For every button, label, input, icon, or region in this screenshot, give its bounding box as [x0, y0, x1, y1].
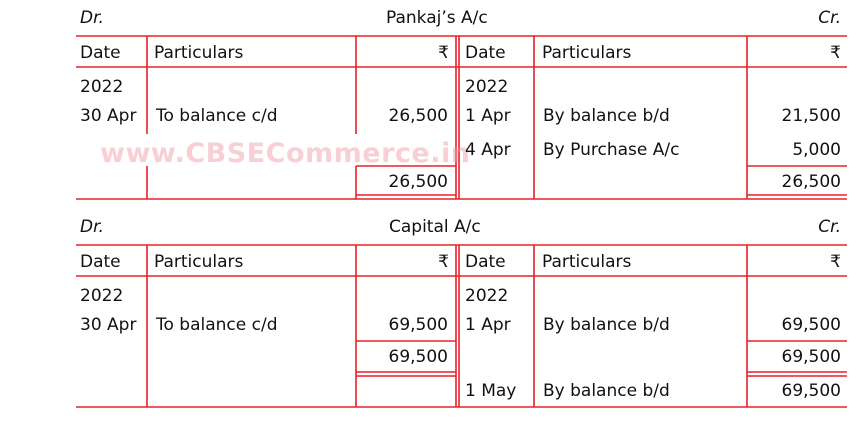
header-amount: ₹: [438, 43, 449, 63]
header-date: Date: [465, 43, 506, 63]
credit-date: 4 Apr: [465, 140, 511, 160]
header-particulars: Particulars: [542, 252, 632, 272]
credit-date: 2022: [465, 286, 509, 306]
debit-date: 2022: [80, 77, 124, 97]
debit-total: 69,500: [388, 347, 448, 367]
credit-amount: 21,500: [781, 106, 841, 126]
credit-total: 26,500: [781, 172, 841, 192]
credit-amount: 5,000: [792, 140, 841, 160]
debit-date: 30 Apr: [80, 106, 137, 126]
header-particulars: Particulars: [154, 43, 244, 63]
debit-particulars: To balance c/d: [156, 106, 278, 126]
debit-total: 26,500: [388, 172, 448, 192]
credit-amount: 69,500: [781, 381, 841, 401]
credit-particulars: By balance b/d: [543, 381, 670, 401]
header-date: Date: [80, 252, 121, 272]
header-amount: ₹: [438, 252, 449, 272]
header-date: Date: [465, 252, 506, 272]
cr-label: Cr.: [818, 217, 841, 237]
debit-date: 30 Apr: [80, 315, 137, 335]
cr-label: Cr.: [818, 8, 841, 28]
account-title: Pankaj’s A/c: [386, 8, 488, 28]
account-title: Capital A/c: [389, 217, 481, 237]
credit-amount: 69,500: [781, 315, 841, 335]
header-particulars: Particulars: [542, 43, 632, 63]
credit-particulars: By Purchase A/c: [543, 140, 680, 160]
header-amount: ₹: [830, 43, 841, 63]
header-particulars: Particulars: [154, 252, 244, 272]
debit-amount: 69,500: [388, 315, 448, 335]
watermark: www.CBSECommerce.in: [100, 138, 471, 169]
debit-amount: 26,500: [388, 106, 448, 126]
credit-particulars: By balance b/d: [543, 315, 670, 335]
debit-particulars: To balance c/d: [156, 315, 278, 335]
credit-date: 2022: [465, 77, 509, 97]
header-date: Date: [80, 43, 121, 63]
debit-date: 2022: [80, 286, 124, 306]
dr-label: Dr.: [80, 217, 104, 237]
header-amount: ₹: [830, 252, 841, 272]
credit-total: 69,500: [781, 347, 841, 367]
credit-date: 1 Apr: [465, 315, 511, 335]
credit-date: 1 May: [465, 381, 517, 401]
credit-particulars: By balance b/d: [543, 106, 670, 126]
credit-date: 1 Apr: [465, 106, 511, 126]
dr-label: Dr.: [80, 8, 104, 28]
